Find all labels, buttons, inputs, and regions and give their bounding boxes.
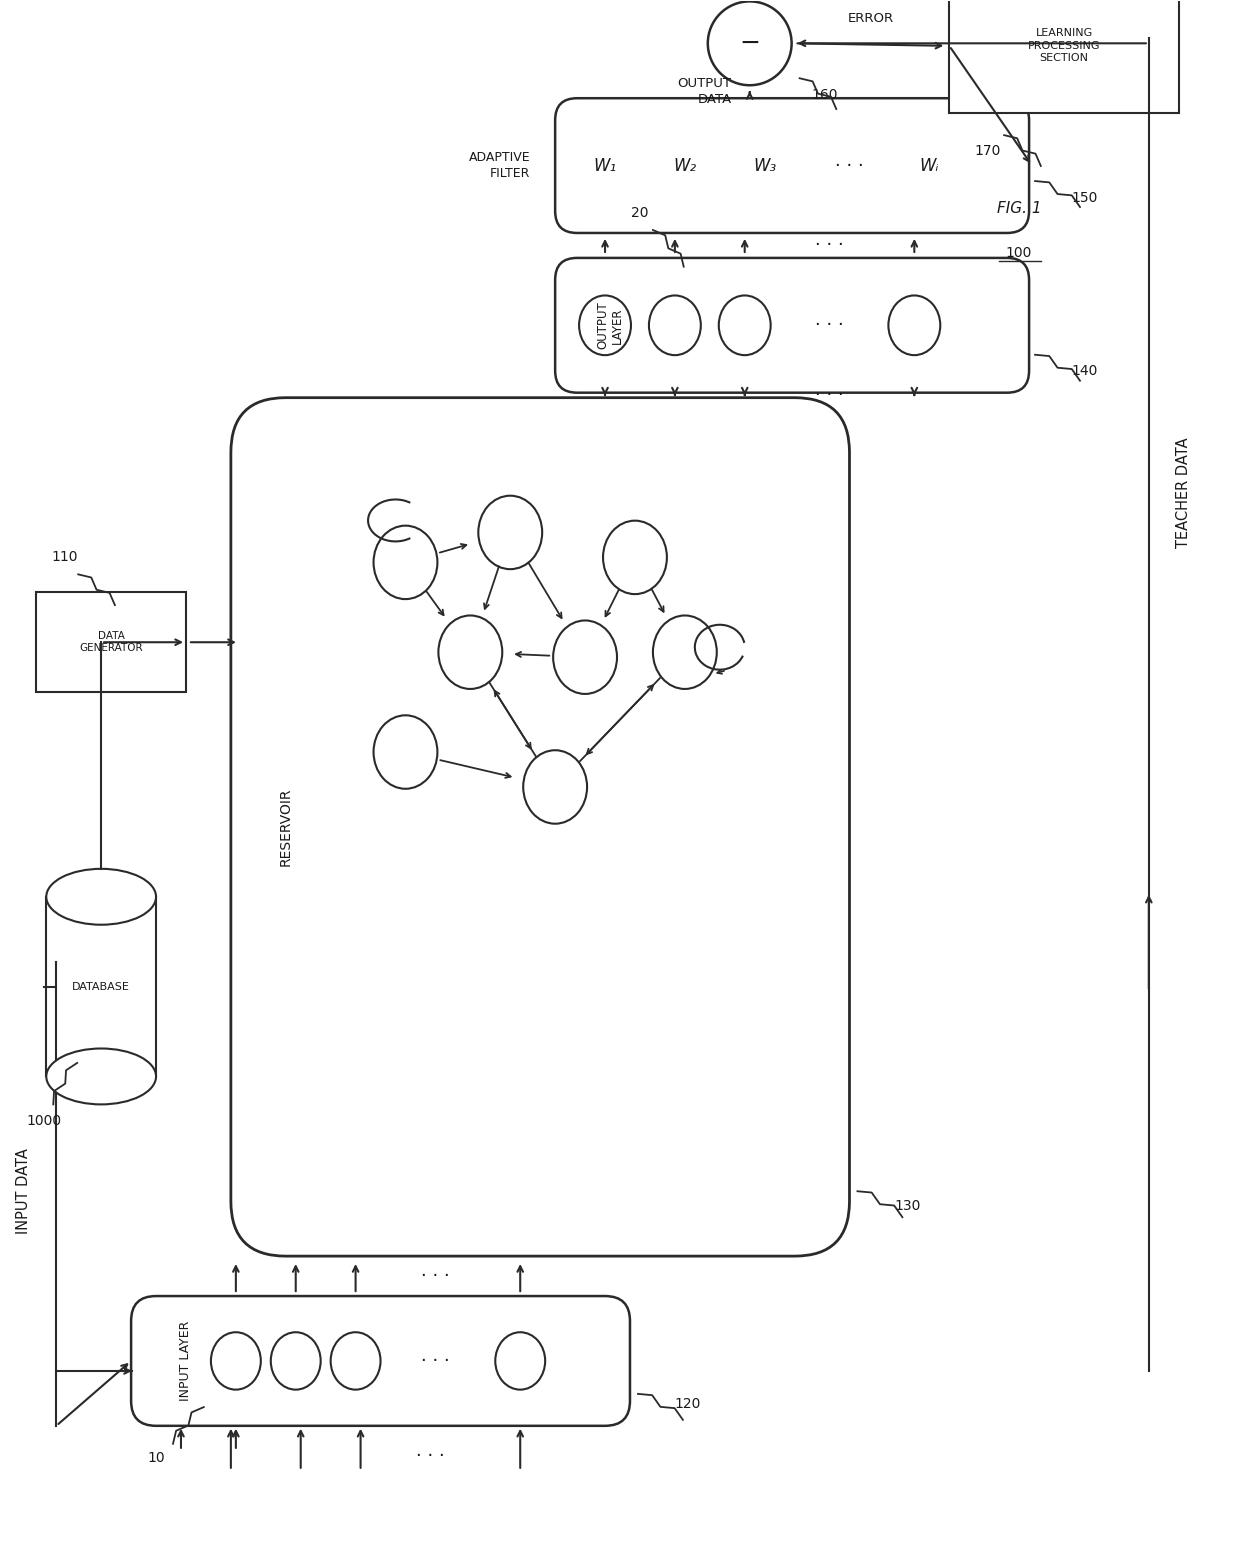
Text: · · ·: · · · <box>422 1352 450 1369</box>
Text: · · ·: · · · <box>835 157 864 174</box>
Bar <box>950 0 1179 113</box>
Text: 120: 120 <box>675 1397 702 1411</box>
Text: FIG. 1: FIG. 1 <box>997 200 1042 216</box>
FancyBboxPatch shape <box>231 398 849 1257</box>
Ellipse shape <box>479 495 542 569</box>
Text: 1000: 1000 <box>26 1115 62 1129</box>
Ellipse shape <box>331 1332 381 1389</box>
Text: · · ·: · · · <box>417 1446 445 1465</box>
Ellipse shape <box>373 526 438 600</box>
Text: 130: 130 <box>894 1200 921 1214</box>
Text: TEACHER DATA: TEACHER DATA <box>1177 438 1192 547</box>
Circle shape <box>708 2 791 85</box>
Ellipse shape <box>373 715 438 790</box>
Text: 160: 160 <box>811 88 838 102</box>
Ellipse shape <box>46 1049 156 1104</box>
Text: 10: 10 <box>148 1451 165 1465</box>
Text: W₃: W₃ <box>753 157 776 174</box>
Ellipse shape <box>439 615 502 689</box>
Ellipse shape <box>719 296 771 355</box>
Text: OUTPUT
LAYER: OUTPUT LAYER <box>596 301 624 348</box>
Text: 100: 100 <box>1006 245 1032 261</box>
Text: 140: 140 <box>1071 364 1097 378</box>
FancyBboxPatch shape <box>556 258 1029 393</box>
Text: INPUT DATA: INPUT DATA <box>16 1149 31 1234</box>
Text: ERROR: ERROR <box>847 12 894 25</box>
Text: INPUT LAYER: INPUT LAYER <box>180 1321 192 1402</box>
Text: −: − <box>739 31 760 56</box>
Text: · · ·: · · · <box>815 236 844 254</box>
FancyBboxPatch shape <box>131 1297 630 1426</box>
Text: DATA
GENERATOR: DATA GENERATOR <box>79 631 143 654</box>
Text: 170: 170 <box>975 143 1001 159</box>
Text: OUTPUT
DATA: OUTPUT DATA <box>678 77 732 106</box>
Text: 110: 110 <box>51 550 78 564</box>
Text: · · ·: · · · <box>815 316 844 335</box>
Text: W₁: W₁ <box>594 157 616 174</box>
Ellipse shape <box>211 1332 260 1389</box>
Ellipse shape <box>888 296 940 355</box>
Ellipse shape <box>46 868 156 925</box>
Ellipse shape <box>553 620 618 694</box>
Ellipse shape <box>523 751 587 823</box>
Ellipse shape <box>579 296 631 355</box>
Ellipse shape <box>495 1332 546 1389</box>
Text: LEARNING
PROCESSING
SECTION: LEARNING PROCESSING SECTION <box>1028 28 1100 63</box>
Ellipse shape <box>649 296 701 355</box>
Bar <box>36 592 186 692</box>
Text: RESERVOIR: RESERVOIR <box>279 788 293 867</box>
Bar <box>46 897 156 1076</box>
Text: W₂: W₂ <box>673 157 697 174</box>
Ellipse shape <box>270 1332 321 1389</box>
Text: ADAPTIVE
FILTER: ADAPTIVE FILTER <box>469 151 531 180</box>
Text: DATABASE: DATABASE <box>72 982 130 992</box>
Text: 20: 20 <box>631 207 649 221</box>
Text: 150: 150 <box>1071 191 1097 205</box>
Text: · · ·: · · · <box>815 386 844 404</box>
Ellipse shape <box>653 615 717 689</box>
Text: · · ·: · · · <box>422 1268 450 1284</box>
Text: Wᵢ: Wᵢ <box>920 157 939 174</box>
Ellipse shape <box>603 521 667 594</box>
FancyBboxPatch shape <box>556 99 1029 233</box>
